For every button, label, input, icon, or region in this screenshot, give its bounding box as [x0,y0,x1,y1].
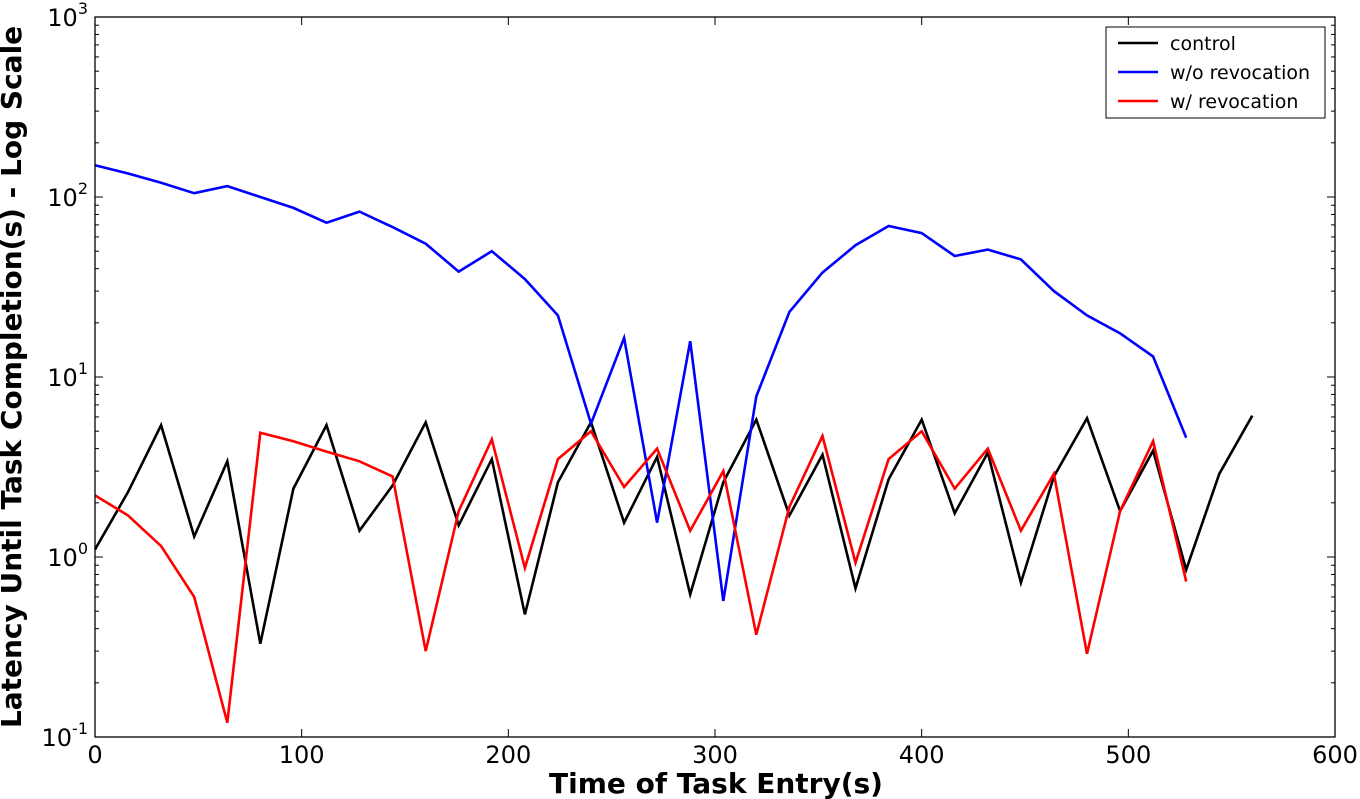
x-tick-label: 500 [1105,741,1151,769]
x-axis-title: Time of Task Entry(s) [549,767,883,799]
x-tick-label: 100 [279,741,325,769]
x-tick-label: 600 [1312,741,1358,769]
x-tick-label: 400 [899,741,945,769]
legend: control w/o revocation w/ revocation [1105,26,1326,119]
plot-frame [94,16,1336,738]
legend-label-with-revocation: w/ revocation [1170,91,1298,113]
series-line-w-o-revocation [94,164,1188,602]
x-tick-label: 200 [485,741,531,769]
y-tick-label: 10-1 [42,719,89,752]
x-tick-label: 0 [87,741,102,769]
y-axis-title: Latency Until Task Completion(s) - Log S… [0,26,28,728]
ticks [94,16,1336,738]
series-line-control [93,414,1254,644]
y-tick-label: 101 [47,359,88,392]
x-tick-label: 300 [692,741,738,769]
series-lines [93,164,1254,724]
y-tick-label: 103 [47,0,88,32]
y-tick-label: 100 [47,539,88,572]
tick-labels: 0 100 200 300 400 500 600 10-1 100 101 102 103 [42,0,1358,769]
legend-label-without-revocation: w/o revocation [1170,62,1310,84]
y-tick-label: 102 [47,179,88,212]
series-line-w-revocation [94,429,1188,724]
legend-label-control: control [1170,33,1236,55]
